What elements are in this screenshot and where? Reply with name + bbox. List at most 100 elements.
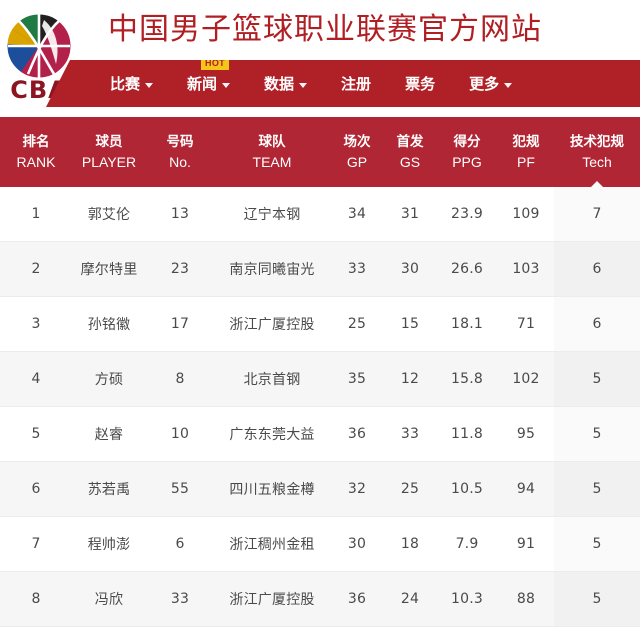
column-header-gs-cn: 首发 <box>396 133 424 150</box>
cell-gs: 18 <box>384 516 436 572</box>
table-row[interactable]: 8 冯欣 33 浙江广厦控股 36 24 10.3 88 5 <box>0 571 640 627</box>
cba-logo[interactable]: CBA <box>4 6 74 106</box>
cell-pf: 91 <box>498 516 554 572</box>
chevron-down-icon <box>299 82 308 88</box>
table-row[interactable]: 5 赵睿 10 广东东莞大益 36 33 11.8 95 5 <box>0 406 640 462</box>
nav-label-data: 数据 <box>264 75 295 93</box>
column-header-gp[interactable]: 场次 GP <box>330 117 384 187</box>
cell-gs: 33 <box>384 406 436 462</box>
cell-gs: 24 <box>384 571 436 627</box>
cell-team: 辽宁本钢 <box>214 187 330 242</box>
cell-gs: 25 <box>384 461 436 517</box>
cell-pf: 71 <box>498 296 554 352</box>
cell-rank: 6 <box>0 461 72 517</box>
cell-player: 苏若禹 <box>72 461 146 517</box>
table-row[interactable]: 1 郭艾伦 13 辽宁本钢 34 31 23.9 109 7 <box>0 187 640 242</box>
nav-label-games: 比赛 <box>110 75 141 93</box>
table-row[interactable]: 7 程帅澎 6 浙江稠州金租 30 18 7.9 91 5 <box>0 516 640 572</box>
nav-item-games[interactable]: 比赛 <box>110 73 154 94</box>
column-header-pf-en: PF <box>517 153 535 170</box>
cell-ppg: 11.8 <box>436 406 498 462</box>
cell-rank: 8 <box>0 571 72 627</box>
column-header-ppg-cn: 得分 <box>453 133 481 150</box>
cell-tech: 7 <box>554 187 640 242</box>
cell-team: 浙江广厦控股 <box>214 571 330 627</box>
chevron-down-icon <box>145 82 154 88</box>
column-header-gs-en: GS <box>399 153 421 170</box>
column-header-rank[interactable]: 排名 RANK <box>0 117 72 187</box>
column-header-rank-en: RANK <box>16 153 56 170</box>
cell-tech: 6 <box>554 296 640 352</box>
table-row[interactable]: 3 孙铭徽 17 浙江广厦控股 25 15 18.1 71 6 <box>0 296 640 352</box>
site-masthead: CBA 中国男子篮球职业联赛官方网站 比赛 HOT 新闻 数据 注册 票务 <box>0 0 640 112</box>
cell-ppg: 18.1 <box>436 296 498 352</box>
cell-ppg: 10.5 <box>436 461 498 517</box>
chevron-down-icon <box>504 82 513 88</box>
column-header-rank-cn: 排名 <box>22 133 50 150</box>
cell-rank: 4 <box>0 351 72 407</box>
cell-no: 10 <box>146 406 214 462</box>
cell-player: 程帅澎 <box>72 516 146 572</box>
table-header: 排名 RANK 球员 PLAYER 号码 No. 球队 TEAM 场次 GP 首… <box>0 117 640 187</box>
hot-badge: HOT <box>201 60 229 70</box>
nav-item-more[interactable]: 更多 <box>469 73 513 94</box>
column-header-team[interactable]: 球队 TEAM <box>214 117 330 187</box>
cell-rank: 7 <box>0 516 72 572</box>
nav-item-tickets[interactable]: 票务 <box>405 73 435 94</box>
cell-pf: 103 <box>498 241 554 297</box>
column-header-player-en: PLAYER <box>81 153 137 170</box>
table-row[interactable]: 4 方硕 8 北京首钢 35 12 15.8 102 5 <box>0 351 640 407</box>
cell-rank: 1 <box>0 187 72 242</box>
table-body: 1 郭艾伦 13 辽宁本钢 34 31 23.9 109 7 2 摩尔特里 23… <box>0 187 640 627</box>
column-header-pf[interactable]: 犯规 PF <box>498 117 554 187</box>
cell-player: 孙铭徽 <box>72 296 146 352</box>
nav-item-list: 比赛 HOT 新闻 数据 注册 票务 更多 <box>110 60 513 107</box>
cell-no: 55 <box>146 461 214 517</box>
column-header-gs[interactable]: 首发 GS <box>384 117 436 187</box>
cell-tech: 5 <box>554 351 640 407</box>
nav-label-news: 新闻 <box>187 75 218 93</box>
cell-gp: 25 <box>330 296 384 352</box>
nav-label-tickets: 票务 <box>405 75 436 93</box>
cell-pf: 94 <box>498 461 554 517</box>
cell-rank: 5 <box>0 406 72 462</box>
nav-item-register[interactable]: 注册 <box>341 73 371 94</box>
column-header-player[interactable]: 球员 PLAYER <box>72 117 146 187</box>
column-header-ppg[interactable]: 得分 PPG <box>436 117 498 187</box>
cell-no: 23 <box>146 241 214 297</box>
cell-gs: 31 <box>384 187 436 242</box>
cell-gs: 12 <box>384 351 436 407</box>
cell-ppg: 26.6 <box>436 241 498 297</box>
player-stats-table: 排名 RANK 球员 PLAYER 号码 No. 球队 TEAM 场次 GP 首… <box>0 117 640 627</box>
cell-gp: 35 <box>330 351 384 407</box>
nav-item-news[interactable]: HOT 新闻 <box>187 60 231 94</box>
cell-tech: 5 <box>554 461 640 517</box>
cell-pf: 109 <box>498 187 554 242</box>
cell-gp: 36 <box>330 571 384 627</box>
cell-team: 浙江稠州金租 <box>214 516 330 572</box>
cell-ppg: 10.3 <box>436 571 498 627</box>
cell-gs: 15 <box>384 296 436 352</box>
nav-label-more: 更多 <box>469 75 500 93</box>
column-header-team-cn: 球队 <box>258 133 286 150</box>
cell-rank: 2 <box>0 241 72 297</box>
column-header-tech[interactable]: 技术犯规 Tech <box>554 117 640 187</box>
cell-team: 广东东莞大益 <box>214 406 330 462</box>
cell-ppg: 7.9 <box>436 516 498 572</box>
column-header-tech-en: Tech <box>582 153 612 170</box>
table-row[interactable]: 6 苏若禹 55 四川五粮金樽 32 25 10.5 94 5 <box>0 461 640 517</box>
column-header-gp-cn: 场次 <box>343 133 371 150</box>
main-navigation: 比赛 HOT 新闻 数据 注册 票务 更多 <box>46 60 640 107</box>
column-header-player-cn: 球员 <box>95 133 123 150</box>
column-header-no-en: No. <box>169 153 191 170</box>
column-header-no[interactable]: 号码 No. <box>146 117 214 187</box>
table-row[interactable]: 2 摩尔特里 23 南京同曦宙光 33 30 26.6 103 6 <box>0 241 640 297</box>
column-header-no-cn: 号码 <box>166 133 194 150</box>
cell-tech: 6 <box>554 241 640 297</box>
page-title: 中国男子篮球职业联赛官方网站 <box>108 12 542 47</box>
cell-ppg: 15.8 <box>436 351 498 407</box>
cell-pf: 95 <box>498 406 554 462</box>
nav-item-data[interactable]: 数据 <box>264 73 308 94</box>
sort-ascending-icon <box>591 181 603 187</box>
cell-team: 南京同曦宙光 <box>214 241 330 297</box>
